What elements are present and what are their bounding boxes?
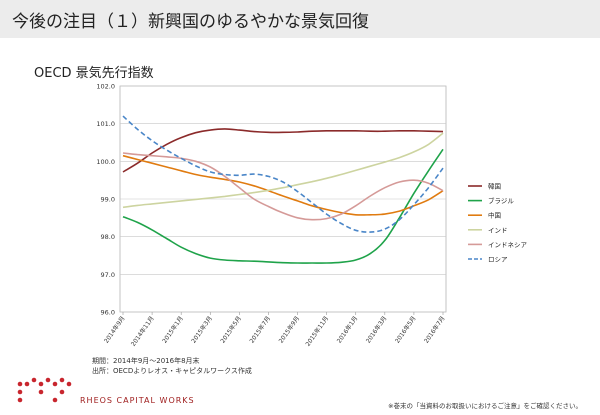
page-title: 今後の注目（１）新興国のゆるやかな景気回復 bbox=[12, 12, 369, 32]
x-tick-label: 2016年1月 bbox=[335, 315, 359, 345]
legend-label: ロシア bbox=[488, 256, 508, 264]
footer-note: ※巻末の「当資料のお取扱いにおけるご注意」をご確認ください。 bbox=[388, 402, 582, 410]
x-tick-label: 2014年9月 bbox=[102, 315, 126, 345]
legend-label: 中国 bbox=[488, 211, 501, 220]
header-bar bbox=[0, 0, 600, 38]
y-tick-label: 101.0 bbox=[96, 120, 115, 128]
legend-label: 韓国 bbox=[488, 182, 501, 191]
x-tick-label: 2016年7月 bbox=[422, 315, 446, 345]
x-tick-label: 2015年5月 bbox=[219, 315, 243, 345]
series-line bbox=[122, 128, 444, 173]
x-tick-label: 2015年3月 bbox=[190, 315, 214, 345]
x-tick-label: 2014年11月 bbox=[129, 315, 156, 348]
source-note: 出所：OECDよりレオス・キャピタルワークス作成 bbox=[92, 367, 252, 375]
chart-title: OECD 景気先行指数 bbox=[34, 66, 154, 81]
series-line bbox=[122, 154, 444, 216]
y-tick-label: 99.0 bbox=[101, 196, 115, 204]
x-tick-label: 2015年7月 bbox=[248, 315, 272, 345]
x-tick-label: 2015年9月 bbox=[277, 315, 301, 345]
y-tick-label: 102.0 bbox=[96, 83, 115, 91]
series-line bbox=[122, 115, 444, 233]
legend-label: インド bbox=[488, 226, 508, 234]
y-tick-label: 98.0 bbox=[101, 233, 115, 241]
x-tick-label: 2015年11月 bbox=[304, 315, 331, 348]
source-period: 期間：2014年9月～2016年8月末 bbox=[92, 357, 200, 365]
brand-logo-icon bbox=[17, 377, 72, 403]
x-tick-label: 2016年5月 bbox=[393, 315, 417, 345]
y-tick-label: 97.0 bbox=[101, 271, 115, 279]
x-tick-label: 2015年1月 bbox=[160, 315, 184, 345]
y-tick-label: 96.0 bbox=[101, 309, 115, 317]
series-line bbox=[122, 152, 444, 221]
brand-name: RHEOS CAPITAL WORKS bbox=[80, 396, 195, 405]
series-line bbox=[122, 132, 444, 209]
legend-label: インドネシア bbox=[488, 241, 528, 249]
x-tick-label: 2016年3月 bbox=[364, 315, 388, 345]
legend-label: ブラジル bbox=[488, 196, 514, 205]
y-tick-label: 100.0 bbox=[96, 158, 115, 166]
series-line bbox=[122, 148, 444, 264]
